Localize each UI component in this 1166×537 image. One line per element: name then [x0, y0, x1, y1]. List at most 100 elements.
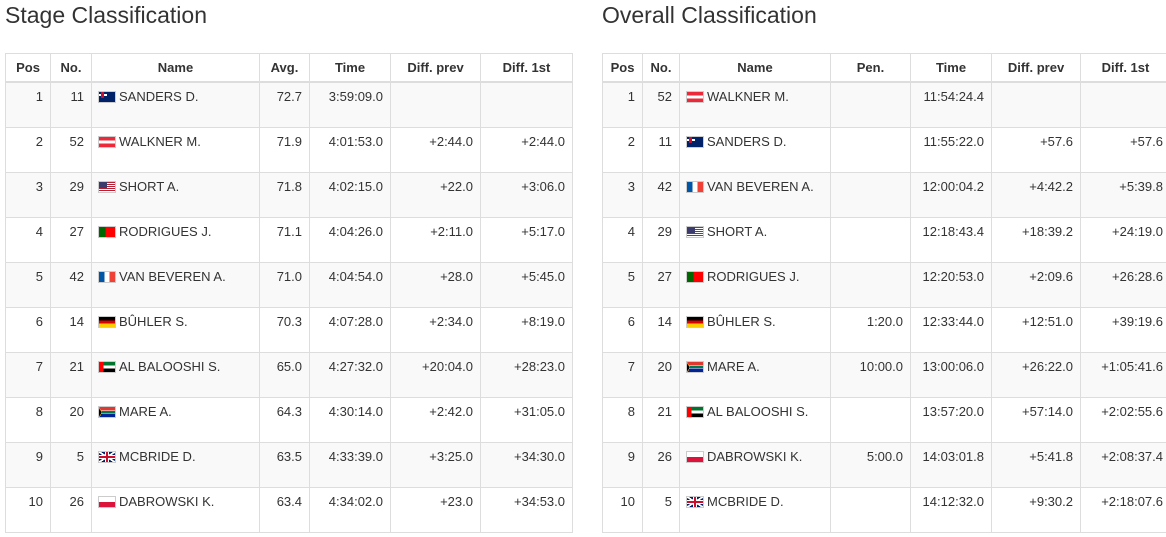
flag-icon	[686, 315, 704, 328]
rider-name: RODRIGUES J.	[707, 268, 800, 284]
table-cell: +9:30.2	[991, 486, 1081, 533]
table-cell: 5	[602, 261, 643, 308]
table-row: 6 14 BÛHLER S. 70.3 4:07:28.0 +2:34.0 +8:19.0	[5, 306, 573, 353]
table-cell: 14	[642, 306, 680, 353]
table-row: 7 21 AL BALOOSHI S. 65.0 4:27:32.0 +20:04.0 +2…	[5, 351, 573, 398]
table-cell: +12:51.0	[991, 306, 1081, 353]
rider-name: BÛHLER S.	[119, 313, 188, 329]
table-head: Pos No. Name Avg. Time Diff. prev Diff. 1st	[5, 53, 573, 83]
column-header: No.	[50, 53, 92, 83]
table-cell: VAN BEVEREN A.	[679, 171, 831, 218]
flag-icon	[686, 495, 704, 508]
table-cell: +34:30.0	[480, 441, 573, 488]
table-cell: MARE A.	[679, 351, 831, 398]
table-row: 4 27 RODRIGUES J. 71.1 4:04:26.0 +2:11.0 +5:17…	[5, 216, 573, 263]
column-header: No.	[642, 53, 680, 83]
table-cell: 42	[642, 171, 680, 218]
table-cell: +4:42.2	[991, 171, 1081, 218]
flag-icon	[686, 180, 704, 193]
column-header: Time	[309, 53, 391, 83]
table-cell: +20:04.0	[390, 351, 481, 398]
table-cell: 4:04:26.0	[309, 216, 391, 263]
table-cell: 12:00:04.2	[910, 171, 992, 218]
table-cell	[830, 171, 911, 218]
flag-icon	[686, 270, 704, 283]
table-cell: 7	[5, 351, 51, 398]
table-cell: +57.6	[991, 126, 1081, 173]
table-cell: 71.1	[259, 216, 310, 263]
table-cell: RODRIGUES J.	[679, 261, 831, 308]
table-cell: 1	[602, 81, 643, 128]
rider-name: DABROWSKI K.	[707, 448, 803, 464]
rider-name: MCBRIDE D.	[119, 448, 196, 464]
table-cell: 4:34:02.0	[309, 486, 391, 533]
column-header: Diff. prev	[991, 53, 1081, 83]
table-cell: 10	[602, 486, 643, 533]
table-cell: +2:42.0	[390, 396, 481, 443]
table-cell: +39:19.6	[1080, 306, 1166, 353]
table-cell: 4:07:28.0	[309, 306, 391, 353]
table-row: 6 14 BÛHLER S. 1:20.0 12:33:44.0 +12:51.0 +39:…	[602, 306, 1166, 353]
table-cell: 9	[602, 441, 643, 488]
header-row: Pos No. Name Pen. Time Diff. prev Diff. 1st	[602, 53, 1166, 83]
table-cell: +18:39.2	[991, 216, 1081, 263]
table-row: 5 27 RODRIGUES J. 12:20:53.0 +2:09.6 +26:28.6	[602, 261, 1166, 308]
table-cell: +2:44.0	[390, 126, 481, 173]
table-cell: 71.8	[259, 171, 310, 218]
overall-title: Overall Classification	[602, 2, 817, 28]
table-cell: WALKNER M.	[91, 126, 260, 173]
table-cell	[390, 81, 481, 128]
table-cell: +2:44.0	[480, 126, 573, 173]
table-cell: SANDERS D.	[679, 126, 831, 173]
table-cell	[830, 81, 911, 128]
table-cell: 5:00.0	[830, 441, 911, 488]
table-cell	[991, 81, 1081, 128]
column-header: Pos	[602, 53, 643, 83]
table-cell: VAN BEVEREN A.	[91, 261, 260, 308]
rider-name: SHORT A.	[707, 223, 768, 239]
table-cell: 7	[602, 351, 643, 398]
table-cell: 1:20.0	[830, 306, 911, 353]
table-cell: +57.6	[1080, 126, 1166, 173]
table-cell: +8:19.0	[480, 306, 573, 353]
stage-title: Stage Classification	[5, 2, 207, 28]
table-cell: +2:18:07.6	[1080, 486, 1166, 533]
table-cell: 14:03:01.8	[910, 441, 992, 488]
rider-name: WALKNER M.	[119, 133, 201, 149]
table-body: 1 11 SANDERS D. 72.7 3:59:09.0 2 52 WALKNER M. 7…	[5, 81, 573, 533]
column-header: Diff. 1st	[1080, 53, 1166, 83]
rider-name: MARE A.	[707, 358, 760, 374]
table-row: 10 5 MCBRIDE D. 14:12:32.0 +9:30.2 +2:18:07.6	[602, 486, 1166, 533]
table-cell: 10:00.0	[830, 351, 911, 398]
table-cell: 63.5	[259, 441, 310, 488]
table-cell	[830, 396, 911, 443]
table-cell: 8	[602, 396, 643, 443]
table-cell: 20	[642, 351, 680, 398]
header-row: Pos No. Name Avg. Time Diff. prev Diff. 1st	[5, 53, 573, 83]
table-cell: 72.7	[259, 81, 310, 128]
rider-name: AL BALOOSHI S.	[119, 358, 221, 374]
flag-icon	[686, 225, 704, 238]
table-cell	[480, 81, 573, 128]
table-cell: 71.9	[259, 126, 310, 173]
table-cell: MCBRIDE D.	[679, 486, 831, 533]
table-cell: 63.4	[259, 486, 310, 533]
table-cell: 42	[50, 261, 92, 308]
table-cell: 4:02:15.0	[309, 171, 391, 218]
table-cell: +23.0	[390, 486, 481, 533]
table-cell: 12:18:43.4	[910, 216, 992, 263]
column-header: Pos	[5, 53, 51, 83]
table-cell: +26:22.0	[991, 351, 1081, 398]
table-cell: 21	[642, 396, 680, 443]
flag-icon	[98, 450, 116, 463]
table-head: Pos No. Name Pen. Time Diff. prev Diff. 1st	[602, 53, 1166, 83]
table-cell: 21	[50, 351, 92, 398]
rider-name: RODRIGUES J.	[119, 223, 212, 239]
rider-name: VAN BEVEREN A.	[707, 178, 814, 194]
table-cell: AL BALOOSHI S.	[91, 351, 260, 398]
table-cell: 4:33:39.0	[309, 441, 391, 488]
flag-icon	[98, 270, 116, 283]
table-cell: +1:05:41.6	[1080, 351, 1166, 398]
table-row: 7 20 MARE A. 10:00.0 13:00:06.0 +26:22.0 +1:05…	[602, 351, 1166, 398]
table-row: 3 42 VAN BEVEREN A. 12:00:04.2 +4:42.2 +5:39.…	[602, 171, 1166, 218]
